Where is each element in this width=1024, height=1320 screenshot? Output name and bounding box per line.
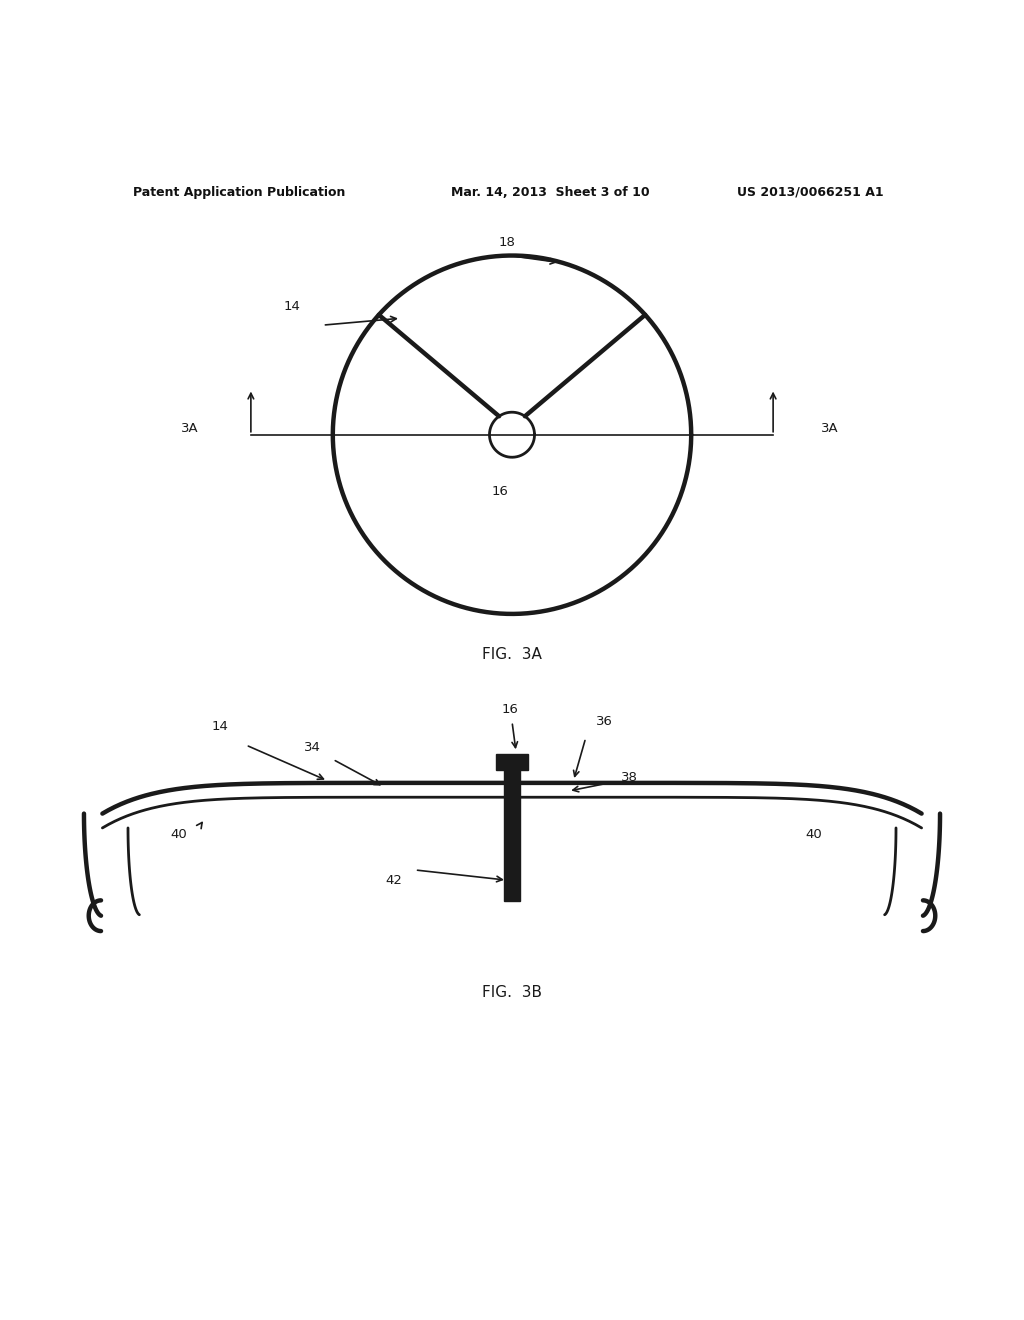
Text: Mar. 14, 2013  Sheet 3 of 10: Mar. 14, 2013 Sheet 3 of 10 [451, 186, 649, 198]
Text: FIG.  3A: FIG. 3A [482, 647, 542, 663]
Text: 42: 42 [386, 874, 402, 887]
Text: US 2013/0066251 A1: US 2013/0066251 A1 [737, 186, 884, 198]
Text: 40: 40 [171, 828, 187, 841]
Bar [496, 754, 528, 770]
Text: FIG.  3B: FIG. 3B [482, 985, 542, 1001]
Text: 18: 18 [499, 236, 515, 248]
Text: 14: 14 [212, 721, 228, 733]
Text: 3A: 3A [180, 422, 199, 436]
Text: 40: 40 [806, 828, 822, 841]
Text: 16: 16 [492, 484, 508, 498]
Text: 36: 36 [596, 715, 612, 727]
Text: 3A: 3A [820, 422, 839, 436]
Text: 34: 34 [304, 741, 321, 754]
Text: 16: 16 [502, 702, 518, 715]
Text: 38: 38 [622, 771, 638, 784]
Text: 14: 14 [284, 300, 300, 313]
Bar [504, 758, 520, 900]
Text: Patent Application Publication: Patent Application Publication [133, 186, 345, 198]
